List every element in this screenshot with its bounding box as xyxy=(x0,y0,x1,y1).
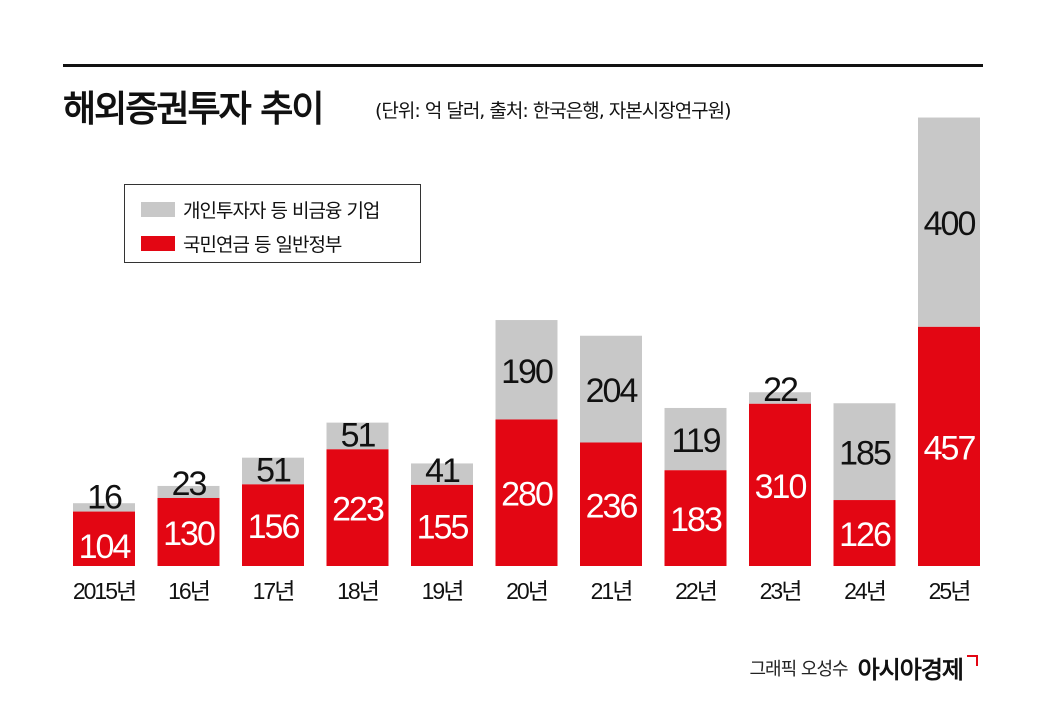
x-tick-label-7: 22년 xyxy=(675,578,716,604)
legend: 개인투자자 등 비금융 기업 국민연금 등 일반정부 xyxy=(124,184,421,263)
value-label-private-8: 22 xyxy=(763,371,798,409)
x-tick-label-0: 2015년 xyxy=(73,578,135,604)
bar-private-5 xyxy=(495,320,558,420)
credit: 그래픽 오성수 아시아경제 xyxy=(749,650,978,685)
bar-government-4 xyxy=(411,484,473,566)
bar-private-1 xyxy=(157,485,220,498)
bar-private-8 xyxy=(749,392,811,404)
value-label-government-10: 457 xyxy=(924,429,976,467)
value-label-private-3: 51 xyxy=(341,416,376,454)
x-tick-label-8: 23년 xyxy=(760,578,801,604)
value-label-private-4: 41 xyxy=(425,452,460,490)
legend-swatch-government xyxy=(141,236,175,251)
chart-title: 해외증권투자 추이 xyxy=(63,89,324,130)
value-labels-layer: 104 16 130 23 156 51 223 51 155 41 280 190 236 204 183… xyxy=(79,205,978,566)
value-label-private-6: 204 xyxy=(586,372,638,410)
value-label-government-0: 104 xyxy=(79,528,131,566)
legend-item-government: 국민연금 등 일반정부 xyxy=(141,230,342,257)
value-label-private-0: 16 xyxy=(87,479,122,517)
value-label-government-2: 156 xyxy=(248,508,300,546)
bar-private-10 xyxy=(918,117,980,327)
legend-item-private: 개인투자자 등 비금융 기업 xyxy=(141,196,380,223)
value-label-private-10: 400 xyxy=(924,205,976,243)
x-tick-label-6: 21년 xyxy=(591,578,632,604)
value-label-private-1: 23 xyxy=(172,465,207,503)
bar-government-2 xyxy=(242,484,304,566)
bar-government-1 xyxy=(157,497,220,566)
bars-layer xyxy=(73,117,980,566)
x-tick-label-3: 18년 xyxy=(337,578,378,604)
bar-private-6 xyxy=(580,335,642,443)
bar-government-3 xyxy=(326,449,389,566)
value-label-government-8: 310 xyxy=(755,468,807,506)
x-tick-label-10: 25년 xyxy=(929,578,970,604)
value-label-private-5: 190 xyxy=(501,353,553,391)
bar-government-6 xyxy=(580,442,642,566)
bar-government-9 xyxy=(833,500,896,566)
brand-mark-icon xyxy=(967,655,978,666)
bar-government-7 xyxy=(664,470,727,566)
chart-subtitle: (단위: 억 달러, 출처: 한국은행, 자본시장연구원) xyxy=(375,100,732,122)
value-label-government-1: 130 xyxy=(163,515,215,553)
value-label-government-7: 183 xyxy=(670,501,722,539)
bar-private-2 xyxy=(242,457,304,485)
x-axis-tick-labels: 2015년 16년 17년 18년 19년 20년 21년 22년 23년 24년 25년 xyxy=(73,578,972,604)
value-label-private-9: 185 xyxy=(839,435,891,473)
value-label-government-9: 126 xyxy=(839,516,891,554)
value-label-government-5: 280 xyxy=(501,476,553,514)
value-label-private-2: 51 xyxy=(256,451,291,489)
x-tick-label-9: 24년 xyxy=(844,578,885,604)
bar-government-0 xyxy=(73,511,135,566)
value-label-government-4: 155 xyxy=(417,508,469,546)
bar-private-4 xyxy=(411,463,473,485)
credit-brand-logo: 아시아경제 xyxy=(857,656,964,684)
x-tick-label-5: 20년 xyxy=(506,578,547,604)
legend-label-private: 개인투자자 등 비금융 기업 xyxy=(183,200,380,222)
bar-private-9 xyxy=(833,403,896,501)
bar-private-0 xyxy=(73,503,135,512)
bar-government-5 xyxy=(495,419,558,566)
value-label-government-3: 223 xyxy=(332,491,384,529)
bar-government-10 xyxy=(918,326,980,566)
value-label-government-6: 236 xyxy=(586,487,638,525)
x-tick-label-1: 16년 xyxy=(168,578,209,604)
bar-private-7 xyxy=(664,407,727,471)
x-tick-label-2: 17년 xyxy=(253,578,294,604)
bar-private-3 xyxy=(326,422,389,450)
credit-author: 그래픽 오성수 xyxy=(749,658,849,680)
x-tick-label-4: 19년 xyxy=(422,578,463,604)
legend-label-government: 국민연금 등 일반정부 xyxy=(183,234,342,256)
value-label-private-7: 119 xyxy=(671,422,720,460)
bar-government-8 xyxy=(749,403,811,566)
legend-swatch-private xyxy=(141,202,175,217)
top-rule xyxy=(63,64,983,67)
